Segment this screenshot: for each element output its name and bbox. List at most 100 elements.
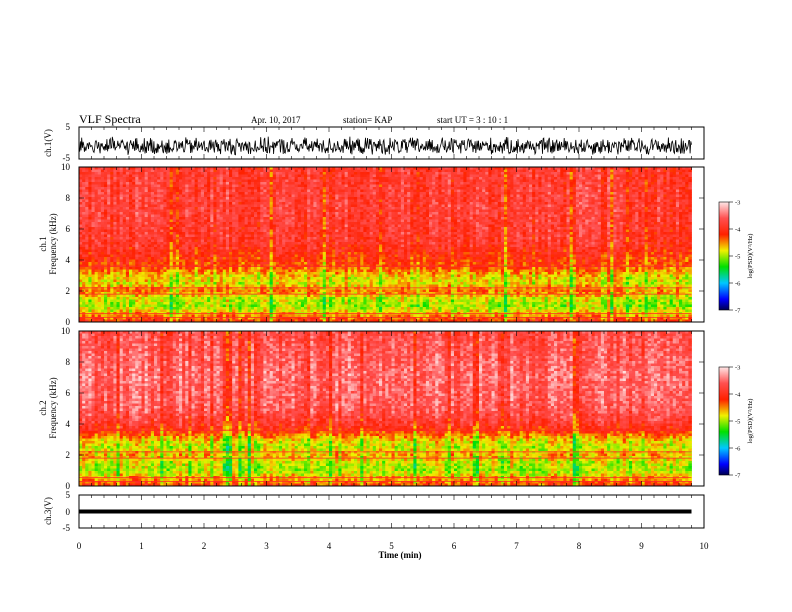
ch1-spectrogram-cell — [638, 219, 642, 223]
ch1-spectrogram-cell — [141, 212, 146, 215]
ch1-spectrogram-cell — [107, 202, 111, 205]
ch1-spectrogram-cell — [491, 209, 496, 213]
ch1-spectrogram-cell — [350, 187, 355, 190]
ch1-spectrogram-cell — [91, 167, 96, 170]
ch1-spectrogram-cell — [535, 172, 539, 175]
ch1-spectrogram-cell — [457, 204, 461, 208]
ch1-spectrogram-cell — [100, 227, 105, 230]
ch1-spectrogram-cell — [654, 169, 658, 173]
ch1-spectrogram-cell — [160, 184, 164, 188]
ch1-spectrogram-cell — [654, 197, 658, 200]
ch1-spectrogram-cell — [625, 189, 630, 193]
ch1-spectrogram-cell — [457, 179, 461, 183]
ch1-spectrogram-cell — [422, 172, 427, 175]
ch1-spectrogram-cell — [525, 172, 530, 175]
ch1-spectrogram-cell — [638, 222, 642, 225]
ch1-spectrogram-cell — [647, 219, 652, 223]
ch1-spectrogram-cell — [110, 172, 114, 175]
ch1-spectrogram-cell — [82, 174, 86, 178]
ch1-spectrogram-cell — [635, 227, 639, 230]
ch1-spectrogram-cell — [619, 169, 624, 173]
ch1-spectrogram-cell — [304, 217, 308, 220]
ch1-spectrogram-cell — [635, 179, 639, 183]
ch1-spectrogram-cell — [244, 214, 249, 218]
ch1-spectrogram-cell — [629, 199, 633, 203]
ch1-spectrogram-cell — [594, 217, 599, 220]
ch1-spectrogram-cell — [254, 214, 258, 218]
ch1-spectrogram-cell — [94, 227, 99, 230]
ch1-spectrogram-cell — [372, 179, 377, 183]
ch1-spectrogram-cell — [194, 217, 199, 220]
ch1-spectrogram-cell — [97, 222, 102, 225]
ch1-spectrogram-cell — [360, 172, 364, 175]
ch1-spectrogram-cell — [485, 222, 489, 225]
ch1-spectrogram-cell — [194, 182, 199, 185]
ch1-spectrogram-cell — [347, 172, 352, 175]
ch1-spectrogram-cell — [247, 222, 252, 225]
ch1-spectrogram-cell — [113, 227, 117, 230]
ch1-spectrogram-cell — [182, 169, 186, 173]
ch1-spectrogram-cell — [647, 179, 652, 183]
ch1-spectrogram-cell — [663, 207, 667, 210]
ch1-spectrogram-cell — [432, 199, 436, 203]
ch1-spectrogram-cell — [675, 197, 680, 200]
ch1-spectrogram-cell — [213, 184, 217, 188]
ch1-spectrogram-cell — [641, 172, 646, 175]
ch1-spectrogram-cell — [554, 214, 558, 218]
ch1-spectrogram-cell — [407, 214, 411, 218]
ch1-spectrogram-cell — [257, 189, 261, 193]
ch1-spectrogram-cell — [132, 197, 136, 200]
ch1-spectrogram-cell — [472, 187, 477, 190]
ch1-spectrogram-cell — [147, 219, 152, 223]
ch1-spectrogram-cell — [125, 217, 130, 220]
ch1-spectrogram-cell — [441, 189, 446, 193]
ch1-spectrogram-cell — [669, 219, 674, 223]
ch1-spectrogram-cell — [135, 184, 139, 188]
ch1-spectrogram-cell — [294, 224, 299, 228]
ch1-spectrogram-cell — [466, 202, 471, 205]
ch1-spectrogram-cell — [291, 167, 296, 170]
ch1-spectrogram-cell — [79, 227, 83, 230]
ch1-spectrogram-cell — [238, 197, 242, 200]
ch1-spectrogram-cell — [275, 194, 280, 198]
ch1-spectrogram-cell — [410, 192, 414, 195]
ch1-spectrogram-cell — [497, 182, 502, 185]
ch1-spectrogram-cell — [104, 204, 108, 208]
ch1-spectrogram-cell — [310, 177, 314, 180]
ch1-spectrogram-cell — [297, 212, 302, 215]
ch1-spectrogram-cell — [288, 214, 292, 218]
ch1-spectrogram-cell — [507, 174, 511, 178]
ch1-spectrogram-cell — [207, 197, 211, 200]
ch1-spectrogram-cell — [191, 184, 196, 188]
ch1-spectrogram-cell — [304, 212, 308, 215]
ch1-spectrogram-cell — [147, 204, 152, 208]
ch1-spectrogram-cell — [563, 207, 567, 210]
ch1-spectrogram-cell — [191, 197, 196, 200]
ch1-spectrogram-cell — [679, 174, 683, 178]
ch1-spectrogram-cell — [463, 169, 467, 173]
ch1-spectrogram-cell — [304, 182, 308, 185]
ch1-spectrogram-cell — [372, 204, 377, 208]
ch1-spectrogram-cell — [500, 172, 505, 175]
ch1-spectrogram-cell — [325, 224, 330, 228]
ch1-spectrogram-cell — [441, 199, 446, 203]
ch1-spectrogram-cell — [254, 212, 258, 215]
ch1-spectrogram-cell — [479, 187, 483, 190]
ch1-spectrogram-cell — [129, 194, 133, 198]
ch1-spectrogram-cell — [107, 187, 111, 190]
ch1-spectrogram-cell — [672, 189, 677, 193]
ch1-spectrogram-cell — [591, 219, 596, 223]
ch1-spectrogram-cell — [107, 214, 111, 218]
ch1-spectrogram-cell — [160, 209, 164, 213]
ch1-spectrogram-cell — [194, 189, 199, 193]
ch1-spectrogram-cell — [450, 227, 455, 230]
ch1-spectrogram-cell — [400, 222, 405, 225]
ch1-spectrogram-cell — [329, 192, 333, 195]
ch1-spectrogram-cell — [216, 219, 221, 223]
ch1-spectrogram-cell — [229, 182, 233, 185]
ch1-spectrogram-cell — [85, 209, 89, 213]
ch1-spectrogram-cell — [519, 187, 524, 190]
ch1-spectrogram-cell — [500, 224, 505, 228]
ch1-spectrogram-cell — [597, 222, 602, 225]
ch1-spectrogram-cell — [350, 222, 355, 225]
